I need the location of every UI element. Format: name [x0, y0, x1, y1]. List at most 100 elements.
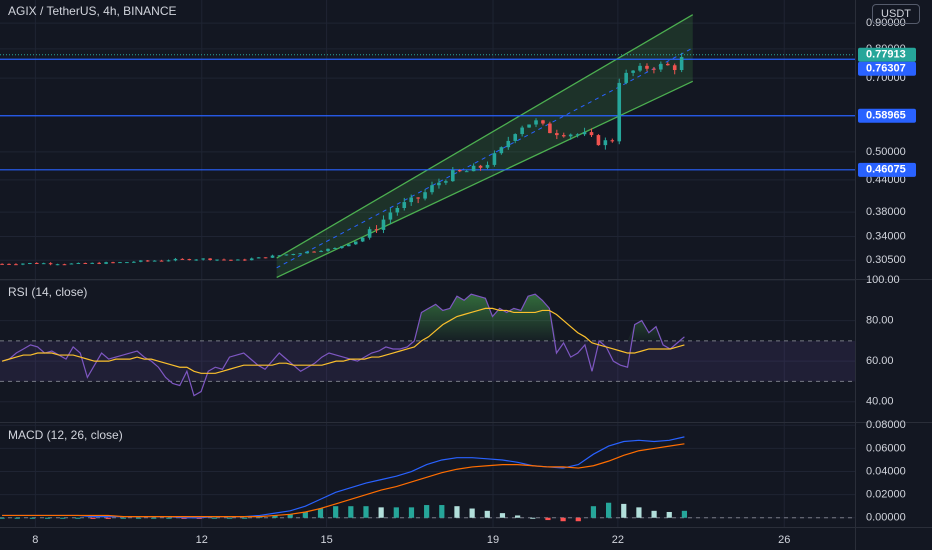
candle: [665, 62, 670, 66]
rsi-line: [1, 293, 685, 397]
candle: [125, 261, 129, 264]
candle: [194, 259, 199, 261]
candle: [208, 258, 212, 261]
price-tick-label: 0.38000: [866, 206, 906, 218]
candle-body: [610, 140, 615, 142]
candle-body: [333, 247, 337, 249]
macd-histogram-bar: [287, 514, 293, 518]
candle: [596, 134, 601, 146]
candle-body: [638, 65, 642, 71]
candle: [561, 132, 566, 138]
macd-histogram-bar: [0, 517, 5, 519]
candle: [97, 261, 101, 265]
candle: [222, 258, 226, 261]
candle-body: [568, 134, 573, 137]
rsi-tick-label: 80.00: [866, 314, 894, 326]
date-tick-label: 15: [320, 534, 332, 546]
macd-histogram-bar: [348, 506, 354, 518]
candle: [464, 169, 469, 173]
candle-body: [485, 164, 490, 168]
candle: [444, 179, 448, 185]
macd-tick-label: 0.08000: [866, 419, 906, 431]
candle-body: [34, 262, 39, 264]
candle: [284, 254, 289, 256]
candle-body: [83, 262, 88, 264]
candle-body: [298, 253, 303, 255]
candle: [520, 125, 524, 137]
macd-histogram-bar: [363, 506, 369, 518]
candle: [534, 118, 538, 128]
candle-body: [249, 258, 254, 261]
macd-histogram-bar: [666, 511, 672, 518]
candle: [41, 262, 46, 265]
level-price-badge-text: 0.58965: [866, 110, 906, 122]
candle: [395, 205, 400, 216]
candle: [457, 169, 462, 173]
candle-body: [229, 259, 233, 261]
candle: [645, 63, 649, 72]
candle: [652, 66, 656, 74]
candle-body: [152, 260, 157, 262]
candle: [242, 258, 247, 261]
candle: [201, 258, 205, 261]
candle: [132, 261, 136, 263]
candle: [624, 69, 628, 85]
candle-body: [513, 134, 518, 141]
macd-histogram-bar: [90, 517, 96, 519]
date-tick-label: 8: [32, 534, 38, 546]
candle-body: [471, 165, 476, 172]
level-price-badge: 0.46075: [858, 162, 916, 177]
candle-body: [201, 258, 205, 260]
macd-histogram-bar: [499, 513, 506, 518]
macd-histogram-bar: [424, 505, 430, 518]
candle-body: [291, 254, 296, 256]
candle-body: [388, 212, 393, 220]
candle-body: [575, 134, 580, 136]
candle-body: [374, 229, 379, 231]
candle-body: [381, 219, 386, 230]
macd-histogram-bar: [454, 506, 460, 518]
candle: [180, 258, 185, 260]
candle-body: [208, 258, 212, 261]
candle: [14, 263, 18, 266]
candle: [173, 257, 178, 262]
macd-histogram-bar: [575, 517, 581, 522]
rsi-ma-line: [1, 307, 685, 374]
macd-histogram-bar: [302, 511, 308, 518]
macd-histogram-bar: [590, 506, 597, 518]
candle: [138, 260, 143, 263]
candle-body: [679, 57, 684, 71]
candle: [631, 69, 635, 77]
candle-body: [319, 250, 323, 252]
macd-histogram-bar: [378, 507, 384, 518]
candle-body: [111, 262, 115, 264]
candle-body: [14, 264, 18, 266]
candle-body: [138, 260, 143, 262]
candle: [548, 121, 552, 134]
candle: [582, 127, 587, 137]
candle-body: [395, 208, 400, 213]
candle: [430, 181, 434, 195]
currency-selector[interactable]: USDT: [872, 4, 920, 24]
candle-body: [305, 251, 309, 254]
candle-body: [180, 258, 185, 260]
candle: [118, 261, 122, 264]
candle: [7, 263, 11, 265]
candle-body: [62, 264, 67, 266]
candle-body: [194, 259, 199, 261]
macd-histogram-bar: [75, 517, 81, 519]
candle: [346, 244, 351, 247]
candle-body: [125, 262, 129, 264]
candle: [69, 263, 74, 265]
channel-lower-line: [276, 80, 694, 279]
macd-histogram-bar: [272, 515, 278, 518]
candle-body: [430, 185, 434, 193]
candle-body: [534, 120, 538, 125]
candle-body: [672, 65, 677, 71]
rsi-label: RSI (14, close): [8, 285, 88, 299]
macd-histogram-bar: [636, 507, 642, 518]
candle: [83, 262, 88, 264]
level-price-badge-bg: [858, 61, 916, 76]
candle-body: [437, 182, 441, 186]
